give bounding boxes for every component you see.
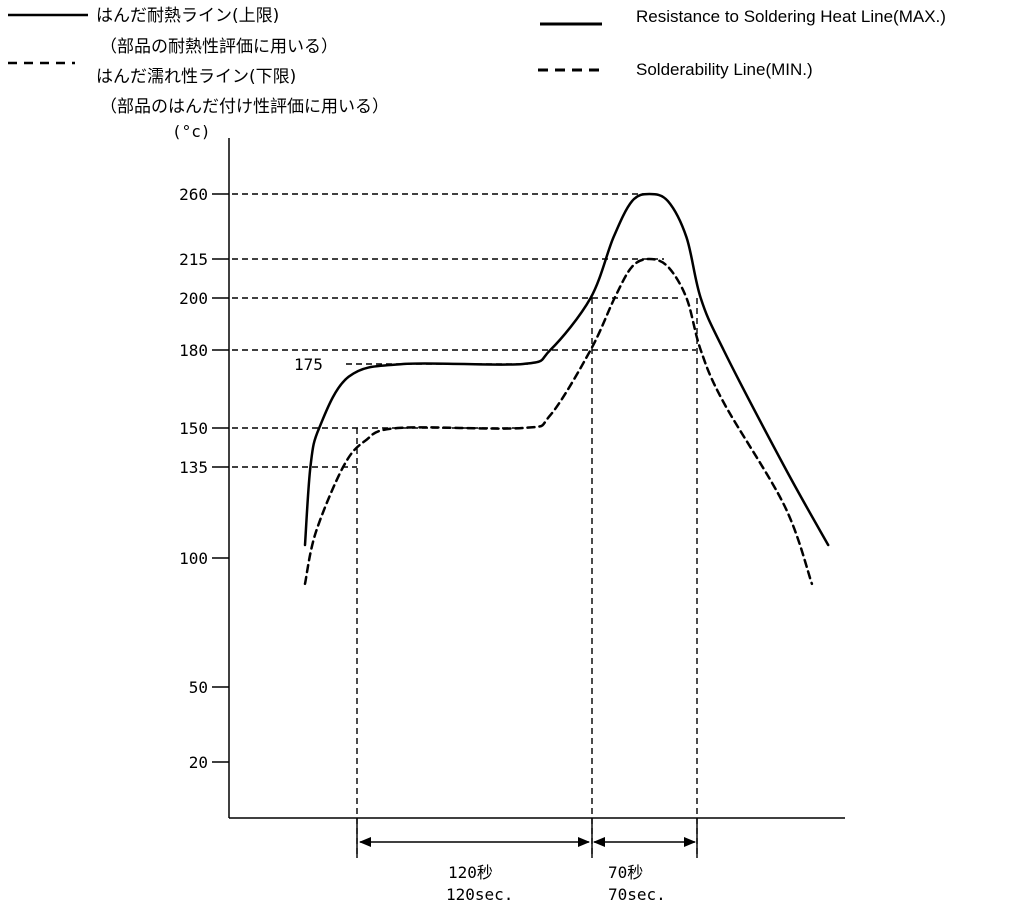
y-tick-label-100: 100 [179,549,208,568]
y-tick-label-135: 135 [179,458,208,477]
legend-note-jp-max: （部品の耐熱性評価に用いる） [100,37,338,57]
vertical-guides [356,298,698,858]
duration-70-en-label: 70sec. [608,885,666,904]
duration-annotations: 120秒 120sec. 70秒 70sec. [359,837,696,904]
duration-120-jp-label: 120秒 [448,863,493,882]
y-axis-unit-label: (°c) [172,122,211,141]
y-ticks: 20 50 100 135 150 180 200 215 260 [179,185,229,772]
y-tick-label-150: 150 [179,419,208,438]
legend-note-jp-min: （部品のはんだ付け性評価に用いる） [100,97,389,117]
curves [303,192,830,586]
duration-120-en-label: 120sec. [446,885,513,904]
y-tick-label-20: 20 [189,753,208,772]
series-line-min [303,257,814,586]
legend-label-en-min: Solderability Line(MIN.) [636,60,813,79]
legend-label-jp-max: はんだ耐熱ライン(上限) [96,6,279,26]
y-tick-label-215: 215 [179,250,208,269]
y-tick-label-180: 180 [179,341,208,360]
axes: (°c) [172,122,845,819]
y-tick-label-50: 50 [189,678,208,697]
plateau-175-label: 175 [294,355,323,374]
y-tick-label-200: 200 [179,289,208,308]
legend-label-en-max: Resistance to Soldering Heat Line(MAX.) [636,7,946,26]
y-tick-label-260: 260 [179,185,208,204]
series-line-max [303,192,830,547]
duration-70-jp-label: 70秒 [608,863,643,882]
legend-label-jp-min: はんだ濡れ性ライン(下限) [96,67,296,87]
legend: はんだ耐熱ライン(上限) （部品の耐熱性評価に用いる） はんだ濡れ性ライン(下限… [8,6,946,117]
reference-lines [232,193,696,468]
